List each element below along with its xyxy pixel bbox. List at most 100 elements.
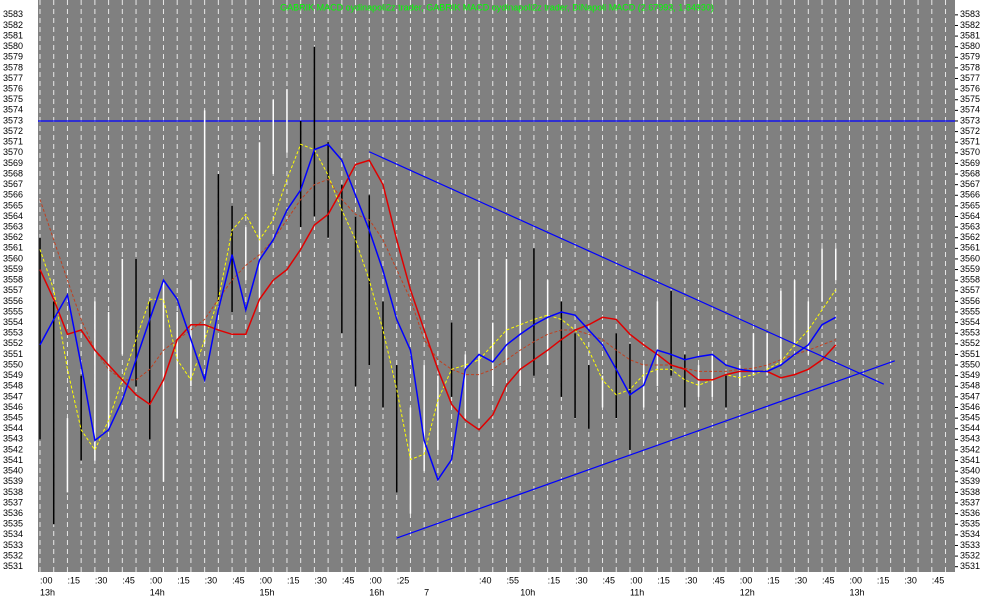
y-tick-label-right: 3541 — [960, 455, 980, 465]
y-tick-label-right: 3583 — [960, 9, 980, 19]
y-tick-label-right: 3570 — [960, 147, 980, 157]
x-hour-label: 15h — [260, 587, 275, 597]
y-tick-label-right: 3556 — [960, 296, 980, 306]
y-tick-label-left: 3547 — [3, 391, 23, 401]
x-hour-label: 13h — [40, 587, 55, 597]
y-tick-label-right: 3533 — [960, 540, 980, 550]
x-tick-label: :45 — [232, 575, 245, 585]
y-tick-label-left: 3536 — [3, 508, 23, 518]
y-tick-label-right: 3539 — [960, 476, 980, 486]
y-tick-label-right: 3572 — [960, 126, 980, 136]
x-tick-label: :00 — [740, 575, 753, 585]
x-tick-label: :15 — [177, 575, 190, 585]
y-tick-label-left: 3539 — [3, 476, 23, 486]
y-tick-label-right: 3531 — [960, 561, 980, 571]
y-tick-label-right: 3545 — [960, 412, 980, 422]
y-tick-label-left: 3532 — [3, 550, 23, 560]
y-tick-label-right: 3548 — [960, 381, 980, 391]
y-tick-label-left: 3537 — [3, 497, 23, 507]
x-tick-label: :15 — [67, 575, 80, 585]
x-tick-label: :00 — [849, 575, 862, 585]
y-tick-label-right: 3532 — [960, 550, 980, 560]
y-tick-label-left: 3555 — [3, 306, 23, 316]
y-tick-label-left: 3565 — [3, 200, 23, 210]
y-tick-label-right: 3574 — [960, 105, 980, 115]
y-tick-label-right: 3544 — [960, 423, 980, 433]
y-tick-label-right: 3573 — [960, 115, 980, 125]
y-tick-label-left: 3538 — [3, 487, 23, 497]
y-tick-label-right: 3552 — [960, 338, 980, 348]
x-tick-label: :40 — [479, 575, 492, 585]
x-tick-label: :00 — [260, 575, 273, 585]
y-tick-label-left: 3579 — [3, 52, 23, 62]
y-tick-label-left: 3541 — [3, 455, 23, 465]
y-tick-label-right: 3569 — [960, 158, 980, 168]
y-tick-label-right: 3540 — [960, 466, 980, 476]
y-tick-label-left: 3581 — [3, 30, 23, 40]
y-tick-label-right: 3534 — [960, 529, 980, 539]
indicator-line — [39, 159, 837, 431]
y-tick-label-right: 3554 — [960, 317, 980, 327]
y-tick-label-right: 3538 — [960, 487, 980, 497]
x-tick-label: :00 — [150, 575, 163, 585]
y-tick-label-left: 3543 — [3, 434, 23, 444]
x-tick-label: :45 — [822, 575, 835, 585]
y-tick-label-left: 3577 — [3, 73, 23, 83]
x-tick-label: :45 — [603, 575, 616, 585]
x-tick-label: :15 — [287, 575, 300, 585]
x-tick-label: :55 — [506, 575, 519, 585]
x-tick-label: :00 — [40, 575, 53, 585]
y-tick-label-left: 3558 — [3, 275, 23, 285]
y-tick-label-right: 3566 — [960, 190, 980, 200]
x-tick-label: :15 — [877, 575, 890, 585]
y-tick-label-right: 3561 — [960, 243, 980, 253]
y-tick-label-right: 3536 — [960, 508, 980, 518]
y-tick-label-left: 3546 — [3, 402, 23, 412]
x-tick-label: :00 — [630, 575, 643, 585]
y-tick-label-right: 3557 — [960, 285, 980, 295]
y-tick-label-right: 3562 — [960, 232, 980, 242]
y-tick-label-left: 3563 — [3, 221, 23, 231]
y-tick-label-right: 3567 — [960, 179, 980, 189]
y-tick-label-left: 3561 — [3, 243, 23, 253]
indicator-line — [39, 178, 836, 381]
y-tick-label-right: 3553 — [960, 328, 980, 338]
y-tick-label-left: 3549 — [3, 370, 23, 380]
y-tick-label-left: 3535 — [3, 519, 23, 529]
y-tick-label-left: 3559 — [3, 264, 23, 274]
y-tick-label-left: 3568 — [3, 168, 23, 178]
x-hour-label: 12h — [740, 587, 755, 597]
y-tick-label-left: 3550 — [3, 359, 23, 369]
y-tick-label-left: 3583 — [3, 9, 23, 19]
x-tick-label: :30 — [904, 575, 917, 585]
y-tick-label-left: 3545 — [3, 412, 23, 422]
y-tick-label-left: 3582 — [3, 20, 23, 30]
y-tick-label-left: 3569 — [3, 158, 23, 168]
trend-line — [369, 151, 885, 385]
y-tick-label-right: 3546 — [960, 402, 980, 412]
y-tick-label-right: 3579 — [960, 52, 980, 62]
y-tick-label-right: 3560 — [960, 253, 980, 263]
x-tick-label: :30 — [95, 575, 108, 585]
x-tick-label: :30 — [795, 575, 808, 585]
y-tick-label-right: 3575 — [960, 94, 980, 104]
y-tick-label-right: 3580 — [960, 41, 980, 51]
x-tick-label: :30 — [575, 575, 588, 585]
y-tick-label-left: 3571 — [3, 137, 23, 147]
x-tick-label: :15 — [657, 575, 670, 585]
x-tick-label: :30 — [205, 575, 218, 585]
plot-area — [38, 0, 955, 572]
x-tick-label: :15 — [548, 575, 561, 585]
y-tick-label-left: 3554 — [3, 317, 23, 327]
x-hour-label: 13h — [849, 587, 864, 597]
x-tick-label: :30 — [685, 575, 698, 585]
y-tick-label-right: 3577 — [960, 73, 980, 83]
y-tick-label-left: 3533 — [3, 540, 23, 550]
y-tick-label-left: 3570 — [3, 147, 23, 157]
y-tick-label-right: 3568 — [960, 168, 980, 178]
y-tick-label-left: 3567 — [3, 179, 23, 189]
y-tick-label-right: 3565 — [960, 200, 980, 210]
y-tick-label-right: 3547 — [960, 391, 980, 401]
y-tick-label-left: 3542 — [3, 444, 23, 454]
